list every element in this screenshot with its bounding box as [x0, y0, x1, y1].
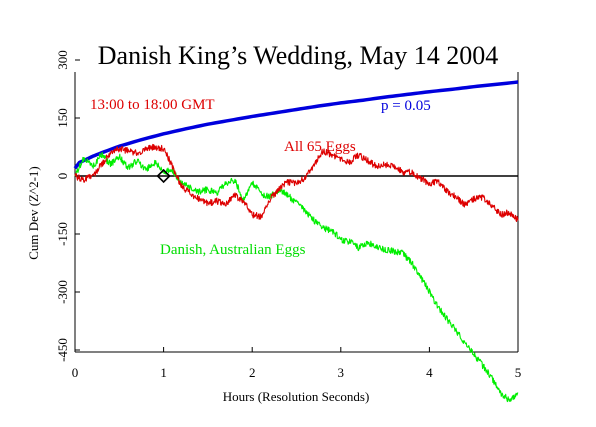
y-tick-label-5: 300 [55, 50, 70, 70]
y-tick-label-2: -150 [55, 222, 70, 246]
p-value-annotation: p = 0.05 [381, 98, 431, 114]
time-range-annotation: 13:00 to 18:00 GMT [90, 97, 215, 113]
y-tick-label-3: 0 [55, 173, 70, 180]
label-danish-australian-eggs: Danish, Australian Eggs [160, 242, 306, 258]
plot-area [74, 72, 519, 353]
label-all-65-eggs: All 65 Eggs [284, 139, 356, 155]
x-tick-label-1: 1 [160, 365, 167, 380]
diamond-marker [156, 168, 171, 184]
series-danish-australian-eggs [74, 151, 519, 403]
x-tick-label-5: 5 [515, 365, 522, 380]
y-tick-label-4: 150 [55, 108, 70, 128]
x-tick-label-3: 3 [338, 365, 345, 380]
x-axis-label: Hours (Resolution Seconds) [223, 389, 370, 404]
x-tick-label-2: 2 [249, 365, 256, 380]
y-tick-label-0: -450 [55, 338, 70, 362]
series-layer [73, 80, 519, 403]
x-tick-label-4: 4 [426, 365, 433, 380]
x-axis-ticks: 0 1 2 3 4 5 [72, 347, 522, 380]
y-tick-label-1: -300 [55, 280, 70, 304]
x-tick-label-0: 0 [72, 365, 79, 380]
series-all-65-eggs [74, 143, 519, 223]
chart-title: Danish King’s Wedding, May 14 2004 [98, 41, 498, 70]
y-axis-label: Cum Dev (Z^2-1) [26, 166, 41, 259]
